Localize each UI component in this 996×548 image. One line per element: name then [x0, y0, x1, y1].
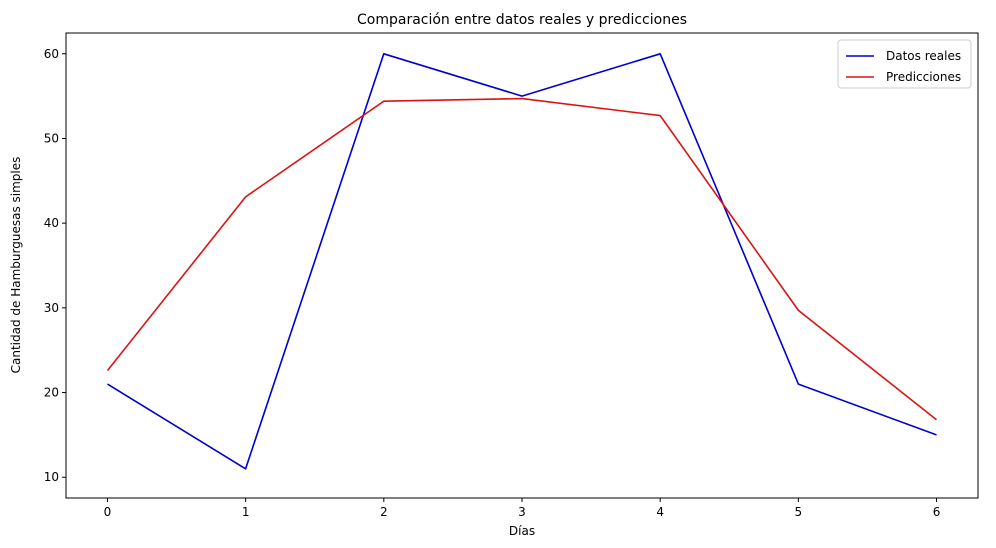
series-lines — [106, 52, 937, 470]
x-tick-label: 2 — [380, 505, 388, 519]
chart-title: Comparación entre datos reales y predicc… — [357, 12, 687, 28]
legend-box — [837, 39, 972, 89]
x-tick-label: 4 — [656, 505, 664, 519]
y-tick-label: 30 — [44, 301, 59, 315]
x-tick-label: 1 — [242, 505, 250, 519]
x-tick-label: 6 — [933, 505, 941, 519]
y-axis-title: Cantidad de Hamburguesas simples — [9, 157, 23, 374]
series-line-datos-reales — [107, 52, 937, 470]
y-axis: 10 20 30 40 50 60 — [44, 47, 66, 484]
x-tick-label: 0 — [104, 505, 112, 519]
y-tick-label: 40 — [44, 216, 59, 230]
x-tick-label: 5 — [795, 505, 803, 519]
y-tick-label: 10 — [44, 470, 59, 484]
x-tick-label: 3 — [518, 505, 526, 519]
series-line-predicciones — [106, 97, 937, 421]
legend: Datos reales Predicciones — [837, 39, 972, 89]
x-axis: 0 1 2 3 4 5 6 — [104, 498, 941, 519]
legend-label: Datos reales — [886, 49, 961, 63]
y-tick-label: 20 — [44, 386, 59, 400]
x-axis-title: Días — [509, 524, 535, 538]
plot-frame — [65, 32, 979, 499]
y-tick-label: 60 — [44, 47, 59, 61]
y-tick-label: 50 — [44, 131, 59, 145]
legend-label: Predicciones — [886, 70, 961, 84]
